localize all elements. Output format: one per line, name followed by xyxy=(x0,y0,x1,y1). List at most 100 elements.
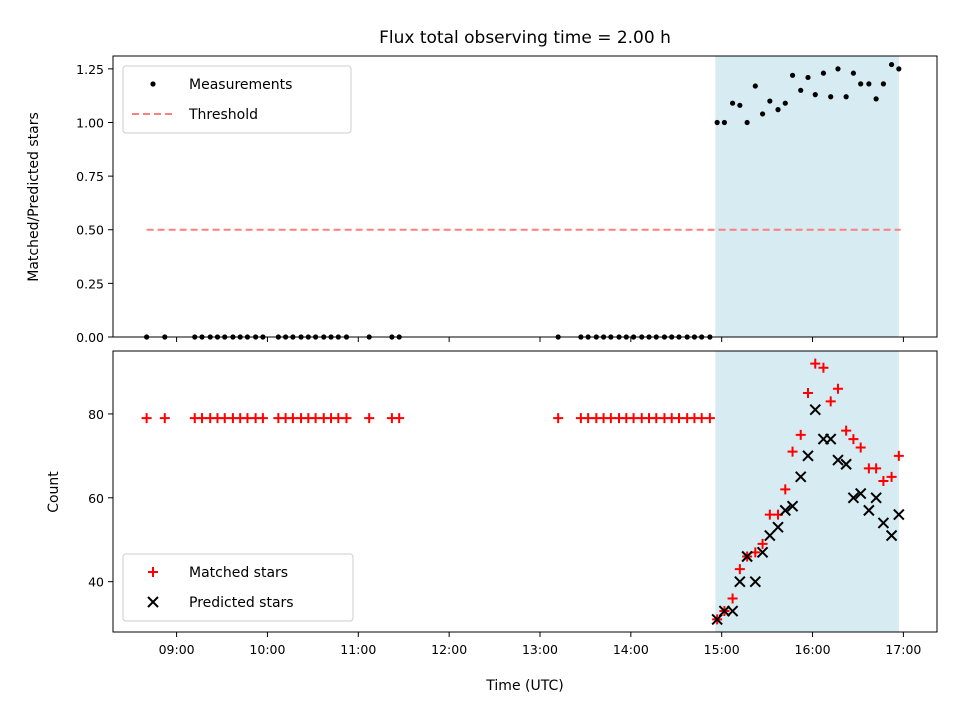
legend-label: Measurements xyxy=(189,77,292,93)
x-tick-label: 09:00 xyxy=(159,642,195,657)
predicted-star-point xyxy=(847,492,860,504)
legend-label: Predicted stars xyxy=(189,595,294,611)
predicted-star-point xyxy=(772,521,784,533)
measurement-point xyxy=(744,119,750,126)
legend-marker-matched xyxy=(148,567,158,577)
measurement-point xyxy=(737,102,743,108)
measurement-point xyxy=(805,74,811,81)
measurement-point xyxy=(812,92,818,98)
x-tick-label: 12:00 xyxy=(431,642,467,657)
measurement-point xyxy=(782,100,788,106)
matched-star-point xyxy=(893,450,904,461)
matched-star-point xyxy=(832,383,843,394)
x-tick-label: 16:00 xyxy=(795,642,831,657)
measurement-point xyxy=(880,81,886,87)
matched-star-point xyxy=(757,538,768,549)
bottom-legend: Matched stars Predicted stars xyxy=(122,553,354,622)
matched-star-point xyxy=(727,593,738,604)
y-tick-label: 0.00 xyxy=(76,330,104,345)
matched-star-point xyxy=(848,434,859,445)
predicted-star-point xyxy=(786,500,799,512)
x-tick-label: 15:00 xyxy=(704,642,740,657)
measurement-point xyxy=(873,96,879,102)
matched-star-point xyxy=(257,413,268,424)
top-legend: Measurements Threshold xyxy=(122,65,352,134)
legend-label: Threshold xyxy=(188,107,258,123)
measurement-point xyxy=(767,98,773,104)
x-tick-label: 10:00 xyxy=(249,642,285,657)
measurement-point xyxy=(843,94,849,100)
predicted-star-point xyxy=(756,546,769,559)
measurement-point xyxy=(775,107,781,113)
measurement-point xyxy=(798,87,804,93)
matched-star-point xyxy=(159,413,170,424)
measurement-point xyxy=(714,119,720,126)
matched-star-point xyxy=(341,413,352,424)
y-tick-label: 0.75 xyxy=(76,169,104,184)
measurement-point xyxy=(752,83,758,89)
measurement-point xyxy=(896,66,902,72)
legend-marker-predicted xyxy=(147,596,159,608)
measurement-point xyxy=(729,100,736,106)
matched-star-point xyxy=(878,476,889,487)
x-tick-label: 14:00 xyxy=(613,642,649,657)
matched-star-point xyxy=(734,564,745,575)
predicted-star-point xyxy=(832,454,844,466)
measurement-point xyxy=(789,72,796,78)
bottom-axes-frame xyxy=(112,350,938,633)
measurement-point xyxy=(850,70,857,76)
matched-star-point xyxy=(795,429,806,440)
predicted-star-point xyxy=(809,404,821,416)
y-tick-label: 0.25 xyxy=(76,276,104,291)
predicted-star-point xyxy=(863,504,875,517)
top-shaded-span xyxy=(715,56,899,337)
x-tick-label: 13:00 xyxy=(522,642,558,657)
predicted-star-point xyxy=(795,471,807,483)
measurement-point xyxy=(888,61,895,68)
matched-star-point xyxy=(787,446,798,457)
predicted-star-point xyxy=(726,605,739,617)
matched-star-point xyxy=(553,413,564,424)
predicted-star-point xyxy=(893,508,905,521)
x-tick-label: 17:00 xyxy=(885,642,921,657)
predicted-star-point xyxy=(877,517,890,529)
measurement-point xyxy=(759,111,766,117)
predicted-star-point xyxy=(885,529,898,542)
y-tick-label: 60 xyxy=(88,491,104,506)
matched-star-point xyxy=(818,362,829,373)
matched-star-point xyxy=(394,413,405,424)
y-tick-label: 40 xyxy=(88,575,104,590)
predicted-star-point xyxy=(854,487,867,500)
measurement-point xyxy=(828,94,834,100)
y-tick-label: 80 xyxy=(88,407,104,422)
legend-marker-measurements xyxy=(150,81,156,87)
y-tick-label: 0.50 xyxy=(76,223,104,238)
matched-star-point xyxy=(825,396,836,407)
legend-box xyxy=(122,553,354,622)
predicted-star-point xyxy=(802,450,814,462)
legend-label: Matched stars xyxy=(189,565,288,581)
top-panel: 0.00 0.25 0.50 0.75 1.00 1.25 Measurements Thre… xyxy=(76,55,938,345)
measurement-point xyxy=(721,119,728,126)
x-axis-label: Time (UTC) xyxy=(485,678,563,694)
bottom-panel: 40 60 80 09:00 10:00 11:00 12:00 13:00 14:00 15:0… xyxy=(88,350,938,657)
predicted-star-point xyxy=(779,504,791,517)
y-tick-label: 1.00 xyxy=(76,115,104,130)
legend-box xyxy=(122,65,352,134)
matched-star-point xyxy=(802,387,813,398)
predicted-star-point xyxy=(824,433,837,445)
predicted-star-point xyxy=(870,492,882,504)
matched-star-point xyxy=(780,484,791,495)
predicted-star-point xyxy=(718,605,731,617)
chart-title: Flux total observing time = 2.00 h xyxy=(379,28,671,48)
measurement-point xyxy=(820,70,827,76)
measurement-point xyxy=(835,66,841,72)
matched-star-point xyxy=(841,425,852,436)
matched-star-point xyxy=(704,413,715,424)
x-tick-label: 11:00 xyxy=(340,642,376,657)
top-axes-frame xyxy=(112,55,938,338)
matched-star-point xyxy=(810,358,821,369)
predicted-star-point xyxy=(741,550,753,563)
y-tick-label: 1.25 xyxy=(76,62,104,77)
